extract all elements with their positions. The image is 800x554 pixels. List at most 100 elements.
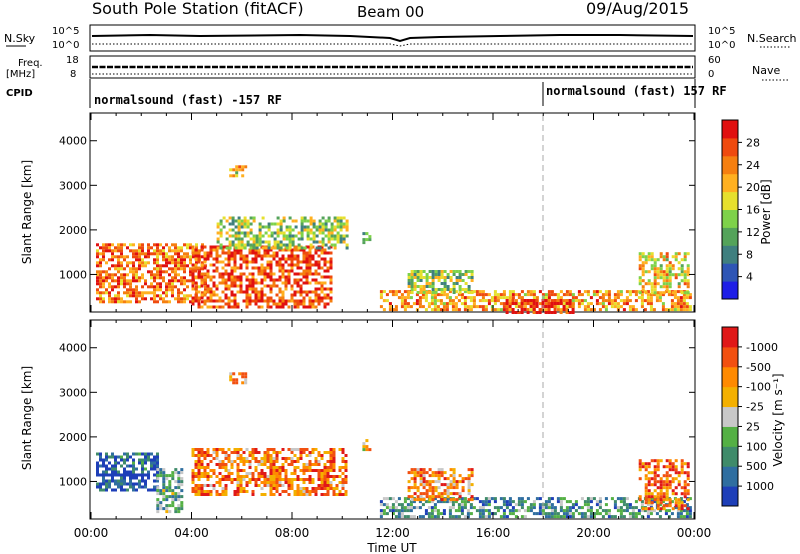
heatmap-cell bbox=[275, 475, 279, 478]
heatmap-cell bbox=[323, 257, 327, 261]
heatmap-cell bbox=[484, 308, 488, 312]
heatmap-cell bbox=[299, 278, 303, 282]
heatmap-cell bbox=[464, 477, 468, 481]
heatmap-cell bbox=[284, 302, 288, 306]
heatmap-cell bbox=[186, 279, 189, 283]
heatmap-cell bbox=[278, 484, 282, 487]
heatmap-cell bbox=[311, 451, 315, 454]
heatmap-cell bbox=[641, 462, 645, 466]
heatmap-cell bbox=[159, 504, 163, 508]
heatmap-cell bbox=[544, 503, 548, 507]
heatmap-cell bbox=[683, 480, 687, 484]
heatmap-cell bbox=[592, 497, 596, 501]
heatmap-cell bbox=[117, 249, 120, 253]
heatmap-cell bbox=[264, 240, 268, 244]
heatmap-cell bbox=[437, 276, 441, 279]
heatmap-cell bbox=[165, 498, 169, 502]
heatmap-cell bbox=[239, 475, 243, 478]
heatmap-cell bbox=[342, 237, 346, 241]
heatmap-cell bbox=[171, 270, 174, 274]
colorbar-swatch bbox=[722, 386, 738, 408]
heatmap-cell bbox=[248, 481, 252, 484]
heatmap-cell bbox=[686, 498, 690, 502]
heatmap-cell bbox=[631, 305, 635, 309]
heatmap-cell bbox=[257, 272, 261, 276]
heatmap-cell bbox=[647, 507, 651, 511]
heatmap-cell bbox=[287, 275, 291, 279]
heatmap-cell bbox=[162, 297, 165, 301]
heatmap-cell bbox=[520, 302, 524, 305]
heatmap-cell bbox=[649, 302, 653, 306]
heatmap-cell bbox=[102, 482, 105, 486]
heatmap-cell bbox=[650, 492, 654, 496]
heatmap-cell bbox=[464, 282, 468, 285]
heatmap-cell bbox=[108, 473, 111, 477]
heatmap-cell bbox=[422, 288, 426, 291]
heatmap-cell bbox=[291, 234, 295, 238]
heatmap-cell bbox=[553, 302, 557, 305]
heatmap-cell bbox=[318, 219, 322, 223]
heatmap-cell bbox=[200, 296, 204, 300]
heatmap-cell bbox=[209, 248, 213, 252]
heatmap-cell bbox=[237, 216, 241, 220]
heatmap-cell bbox=[520, 290, 524, 294]
heatmap-cell bbox=[102, 246, 105, 250]
heatmap-cell bbox=[619, 512, 623, 516]
heatmap-cell bbox=[341, 457, 345, 460]
heatmap-cell bbox=[499, 302, 503, 306]
heatmap-cell bbox=[433, 509, 437, 513]
colorbar-tick-label: 4 bbox=[746, 271, 753, 284]
heatmap-cell bbox=[129, 279, 132, 283]
heatmap-cell bbox=[174, 243, 177, 247]
heatmap-cell bbox=[452, 285, 456, 288]
freq-label: Freq. bbox=[18, 58, 43, 69]
heatmap-cell bbox=[227, 272, 231, 276]
heatmap-cell bbox=[437, 480, 441, 484]
heatmap-cell bbox=[302, 281, 306, 285]
heatmap-cell bbox=[96, 282, 99, 286]
heatmap-cell bbox=[299, 266, 303, 270]
heatmap-cell bbox=[368, 235, 372, 239]
heatmap-cell bbox=[141, 246, 144, 250]
heatmap-cell bbox=[120, 297, 123, 301]
heatmap-cell bbox=[281, 275, 285, 279]
heatmap-cell bbox=[111, 300, 114, 304]
heatmap-cell bbox=[162, 507, 166, 511]
heatmap-cell bbox=[685, 503, 689, 507]
heatmap-cell bbox=[215, 493, 219, 496]
heatmap-cell bbox=[365, 439, 369, 443]
heatmap-cell bbox=[177, 474, 181, 478]
heatmap-cell bbox=[323, 251, 327, 255]
heatmap-cell bbox=[410, 486, 414, 490]
heatmap-cell bbox=[652, 293, 656, 297]
heatmap-cell bbox=[99, 482, 102, 486]
heatmap-cell bbox=[323, 293, 327, 297]
heatmap-cell bbox=[263, 484, 267, 487]
heatmap-cell bbox=[467, 474, 471, 478]
heatmap-cell bbox=[212, 487, 216, 490]
heatmap-cell bbox=[309, 228, 313, 232]
heatmap-cell bbox=[102, 270, 105, 274]
heatmap-cell bbox=[562, 308, 566, 311]
heatmap-cell bbox=[658, 503, 662, 507]
heatmap-cell bbox=[656, 462, 660, 466]
heatmap-cell bbox=[235, 171, 239, 175]
heatmap-cell bbox=[241, 375, 245, 379]
heatmap-cell bbox=[299, 293, 303, 297]
heatmap-cell bbox=[299, 451, 303, 454]
heatmap-cell bbox=[189, 246, 192, 250]
heatmap-cell bbox=[445, 497, 449, 501]
heatmap-cell bbox=[150, 282, 153, 286]
heatmap-cell bbox=[616, 305, 620, 309]
heatmap-cell bbox=[257, 460, 261, 463]
heatmap-cell bbox=[317, 469, 321, 472]
heatmap-cell bbox=[194, 454, 198, 457]
heatmap-cell bbox=[457, 515, 461, 519]
heatmap-cell bbox=[278, 290, 282, 294]
heatmap-cell bbox=[676, 515, 680, 519]
heatmap-cell bbox=[272, 493, 276, 496]
heatmap-cell bbox=[239, 287, 243, 291]
heatmap-cell bbox=[287, 269, 291, 273]
heatmap-cell bbox=[120, 300, 123, 304]
heatmap-cell bbox=[475, 497, 479, 501]
